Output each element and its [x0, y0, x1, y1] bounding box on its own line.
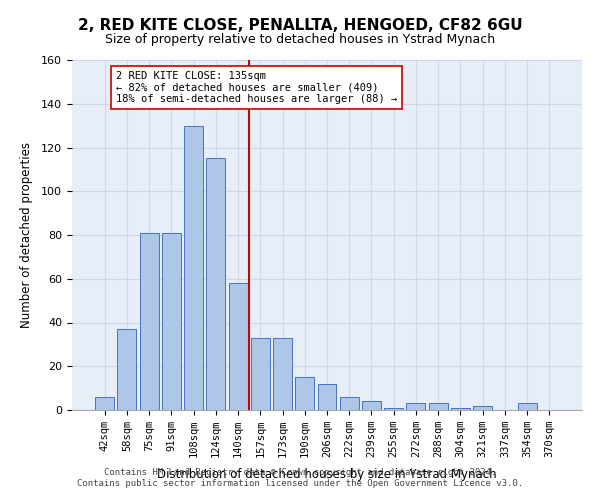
X-axis label: Distribution of detached houses by size in Ystrad Mynach: Distribution of detached houses by size …	[157, 468, 497, 481]
Bar	[273, 338, 292, 410]
Bar	[251, 338, 270, 410]
Bar	[295, 377, 314, 410]
Bar	[206, 158, 225, 410]
Bar	[518, 404, 536, 410]
Bar	[406, 404, 425, 410]
Bar	[95, 397, 114, 410]
Bar	[162, 233, 181, 410]
Y-axis label: Number of detached properties: Number of detached properties	[20, 142, 33, 328]
Text: 2, RED KITE CLOSE, PENALLTA, HENGOED, CF82 6GU: 2, RED KITE CLOSE, PENALLTA, HENGOED, CF…	[77, 18, 523, 32]
Bar	[317, 384, 337, 410]
Bar	[140, 233, 158, 410]
Bar	[362, 401, 381, 410]
Text: Contains HM Land Registry data © Crown copyright and database right 2024.
Contai: Contains HM Land Registry data © Crown c…	[77, 468, 523, 487]
Bar	[340, 397, 359, 410]
Bar	[429, 404, 448, 410]
Text: Size of property relative to detached houses in Ystrad Mynach: Size of property relative to detached ho…	[105, 32, 495, 46]
Bar	[384, 408, 403, 410]
Bar	[229, 283, 248, 410]
Bar	[451, 408, 470, 410]
Bar	[184, 126, 203, 410]
Bar	[118, 329, 136, 410]
Bar	[473, 406, 492, 410]
Text: 2 RED KITE CLOSE: 135sqm
← 82% of detached houses are smaller (409)
18% of semi-: 2 RED KITE CLOSE: 135sqm ← 82% of detach…	[116, 71, 397, 104]
